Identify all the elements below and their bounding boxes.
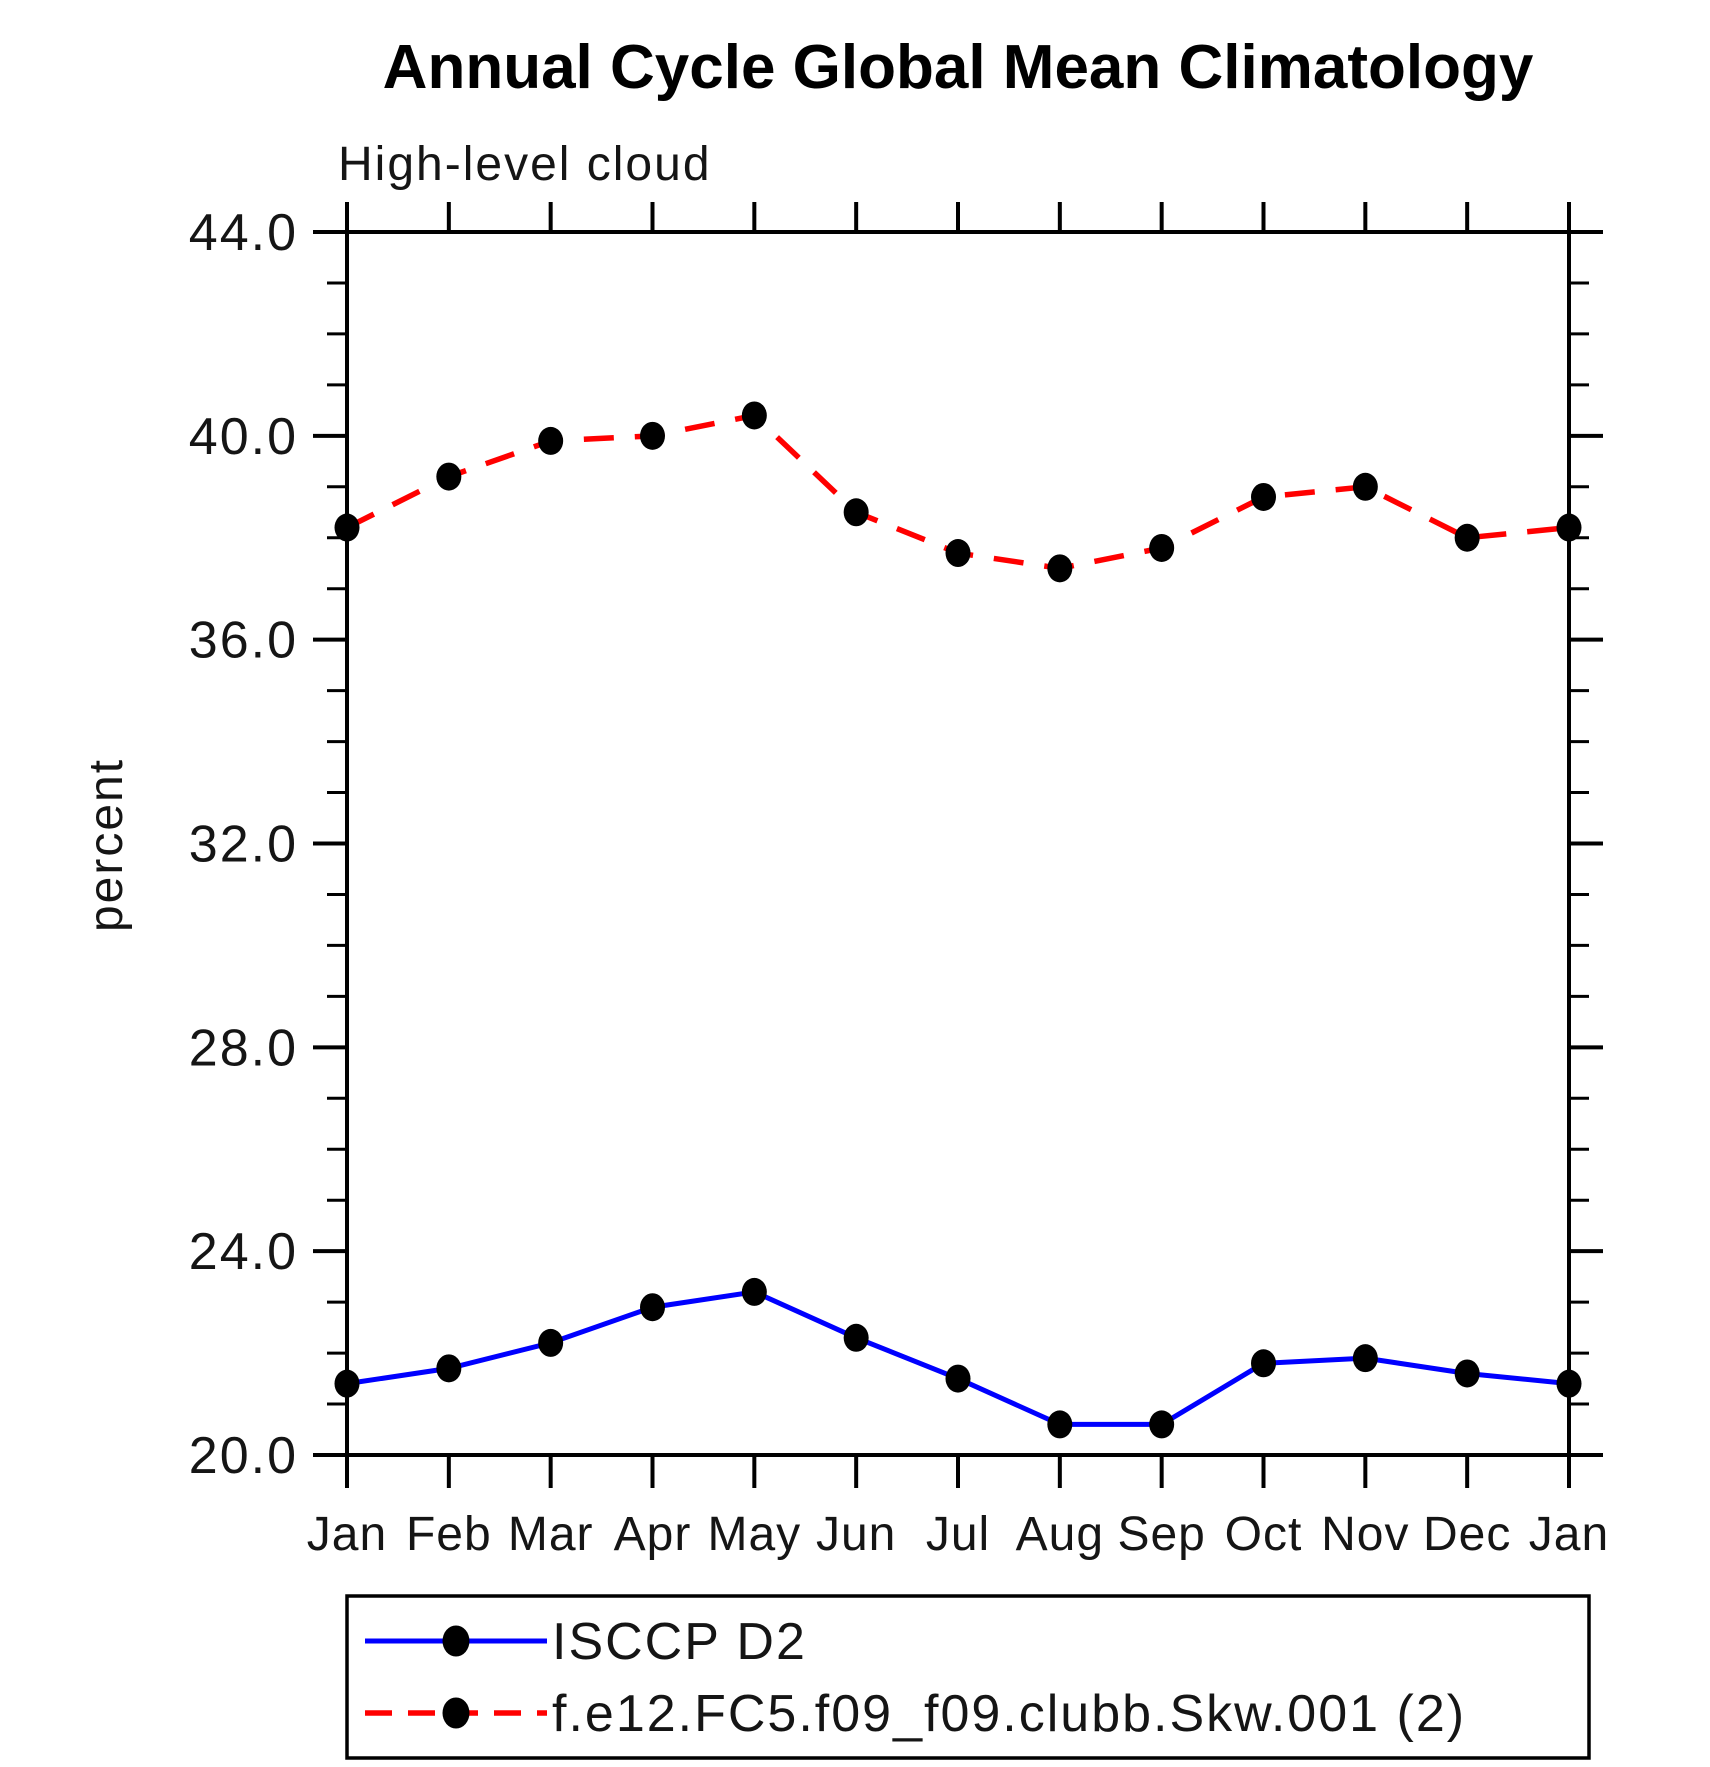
y-tick-label: 36.0 bbox=[189, 612, 298, 670]
data-point-marker bbox=[1047, 554, 1073, 583]
legend-marker bbox=[442, 1697, 470, 1729]
x-tick-label: Dec bbox=[1423, 1508, 1511, 1561]
legend: ISCCP D2 f.e12.FC5.f09_f09.clubb.Skw.001 … bbox=[345, 1594, 1591, 1760]
data-point-marker bbox=[843, 498, 869, 527]
x-tick-label: Apr bbox=[614, 1508, 692, 1561]
data-point-marker bbox=[640, 1293, 665, 1322]
y-tick-label: 20.0 bbox=[189, 1427, 298, 1485]
y-tick-label: 32.0 bbox=[189, 816, 298, 874]
data-point-marker bbox=[640, 421, 665, 450]
data-point-marker bbox=[1556, 513, 1582, 542]
data-point-marker bbox=[1352, 1344, 1378, 1373]
x-tick-label: Jun bbox=[816, 1508, 896, 1561]
data-point-marker bbox=[1047, 1410, 1073, 1439]
data-point-marker bbox=[945, 1364, 971, 1393]
y-tick-label: 28.0 bbox=[189, 1019, 298, 1077]
data-point-marker bbox=[334, 513, 360, 542]
data-point-marker bbox=[741, 401, 767, 430]
data-point-marker bbox=[1251, 482, 1276, 511]
x-tick-label: Feb bbox=[406, 1508, 492, 1561]
x-tick-label: Aug bbox=[1016, 1508, 1104, 1561]
x-tick-label: Oct bbox=[1225, 1508, 1303, 1561]
data-point-marker bbox=[1352, 472, 1378, 501]
data-point-marker bbox=[436, 462, 462, 491]
x-tick-label: Jan bbox=[307, 1508, 387, 1561]
legend-marker bbox=[442, 1625, 470, 1657]
data-point-marker bbox=[741, 1277, 767, 1306]
legend-label: ISCCP D2 bbox=[552, 1613, 807, 1671]
y-tick-label: 40.0 bbox=[189, 408, 298, 466]
data-point-marker bbox=[1251, 1349, 1276, 1378]
y-tick-label: 24.0 bbox=[189, 1223, 298, 1281]
data-point-marker bbox=[1454, 1359, 1480, 1388]
data-point-marker bbox=[538, 1328, 564, 1357]
chart-title: Annual Cycle Global Mean Climatology bbox=[383, 33, 1534, 102]
x-tick-label: Mar bbox=[508, 1508, 594, 1561]
plot-border bbox=[345, 230, 1571, 1457]
x-tick-label: Nov bbox=[1321, 1508, 1409, 1561]
legend-label: f.e12.FC5.f09_f09.clubb.Skw.001 (2) bbox=[552, 1685, 1466, 1743]
x-tick-label: May bbox=[707, 1508, 801, 1561]
plot-area: 20.0 24.0 28.0 32.0 36.0 40.0 44.0 Jan Feb Mar Apr… bbox=[189, 202, 1609, 1561]
y-tick-label: 44.0 bbox=[189, 204, 298, 262]
data-point-marker bbox=[1149, 533, 1175, 562]
data-point-marker bbox=[1556, 1369, 1582, 1398]
legend-box bbox=[345, 1594, 1591, 1760]
chart-subtitle: High-level cloud bbox=[338, 138, 712, 191]
data-point-marker bbox=[334, 1369, 360, 1398]
data-point-marker bbox=[1454, 523, 1480, 552]
data-point-marker bbox=[945, 539, 971, 568]
x-tick-label: Jan bbox=[1529, 1508, 1609, 1561]
data-point-marker bbox=[1149, 1410, 1175, 1439]
data-point-marker bbox=[538, 426, 564, 455]
x-tick-label: Sep bbox=[1117, 1508, 1205, 1561]
x-tick-label: Jul bbox=[926, 1508, 990, 1561]
data-point-marker bbox=[843, 1323, 869, 1352]
series-line-isccp-d2 bbox=[346, 1289, 1570, 1427]
data-point-marker bbox=[436, 1354, 462, 1383]
y-axis-title: percent bbox=[80, 758, 133, 932]
